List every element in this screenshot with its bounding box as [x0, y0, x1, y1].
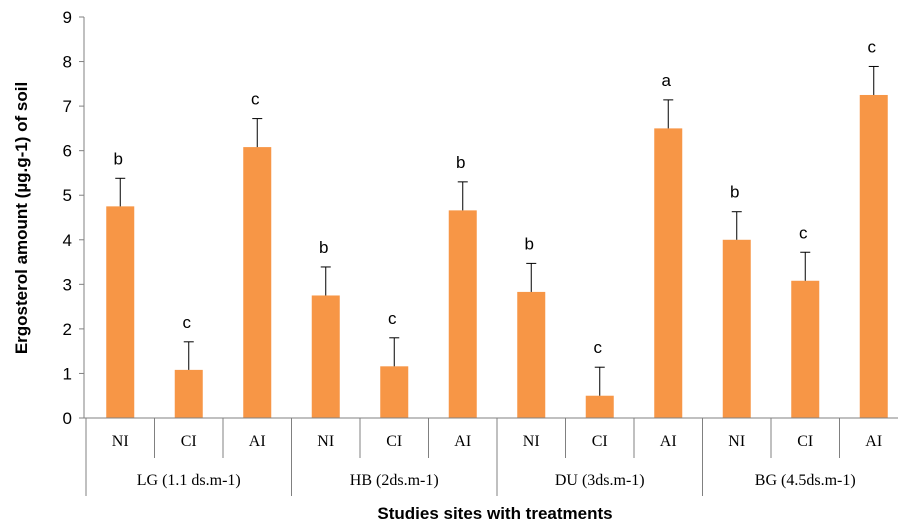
significance-letter: b: [525, 234, 534, 253]
x-axis-title: Studies sites with treatments: [377, 504, 612, 523]
bar: [174, 369, 203, 418]
significance-letter: b: [730, 183, 739, 202]
x-group-label: HB (2ds.m-1): [350, 472, 439, 489]
x-group-label: BG (4.5ds.m-1): [755, 472, 856, 489]
y-tick-label: 4: [63, 231, 72, 250]
bar: [585, 395, 614, 418]
x-category-label: NI: [523, 433, 540, 450]
significance-letter: b: [456, 153, 465, 172]
y-axis-title: Ergosterol amount (µg.g-1) of soil: [12, 82, 31, 354]
significance-letter: c: [594, 338, 603, 357]
x-category-label: NI: [112, 433, 129, 450]
x-axis: NI CI AI LG (1.1 ds.m-1) NI CI AI HB (2ds.m-1) N…: [84, 417, 898, 496]
significance-letter: c: [868, 37, 877, 56]
y-tick-label: 9: [63, 8, 72, 27]
significance-letter: c: [183, 313, 192, 332]
y-tick-label: 5: [63, 186, 72, 205]
y-tick-label: 1: [63, 364, 72, 383]
bar: [380, 366, 409, 418]
x-group-label: DU (3ds.m-1): [555, 472, 645, 489]
significance-letter: c: [799, 223, 808, 242]
bar: [859, 94, 888, 418]
y-tick-label: 0: [63, 409, 72, 428]
y-tick-label: 2: [63, 320, 72, 339]
bar: [654, 128, 683, 418]
x-category-label: AI: [454, 433, 471, 450]
significance-letter: c: [251, 90, 260, 109]
x-category-label: AI: [865, 433, 882, 450]
y-tick-label: 6: [63, 142, 72, 161]
x-category-label: CI: [181, 433, 197, 450]
bar: [517, 291, 546, 418]
x-category-label: CI: [797, 433, 813, 450]
bar: [791, 280, 820, 418]
x-group-label: LG (1.1 ds.m-1): [137, 472, 241, 489]
x-category-label: CI: [386, 433, 402, 450]
x-category-label: NI: [317, 433, 334, 450]
y-tick-label: 7: [63, 97, 72, 116]
significance-letter: c: [388, 309, 397, 328]
x-category-label: NI: [728, 433, 745, 450]
significance-letter: a: [662, 71, 672, 90]
bars: b c c b c b b c a b c c: [106, 37, 888, 418]
bar: [722, 239, 751, 418]
significance-letter: b: [319, 238, 328, 257]
bar: [106, 206, 135, 418]
bar: [448, 210, 477, 418]
bar: [311, 295, 340, 418]
y-axis-ticks: 0 1 2 3 4 5 6 7 8 9: [63, 8, 85, 428]
significance-letter: b: [114, 149, 123, 168]
x-category-label: AI: [249, 433, 266, 450]
y-tick-label: 8: [63, 53, 72, 72]
x-category-label: CI: [592, 433, 608, 450]
y-tick-label: 3: [63, 275, 72, 294]
bar: [243, 147, 272, 418]
x-category-label: AI: [660, 433, 677, 450]
